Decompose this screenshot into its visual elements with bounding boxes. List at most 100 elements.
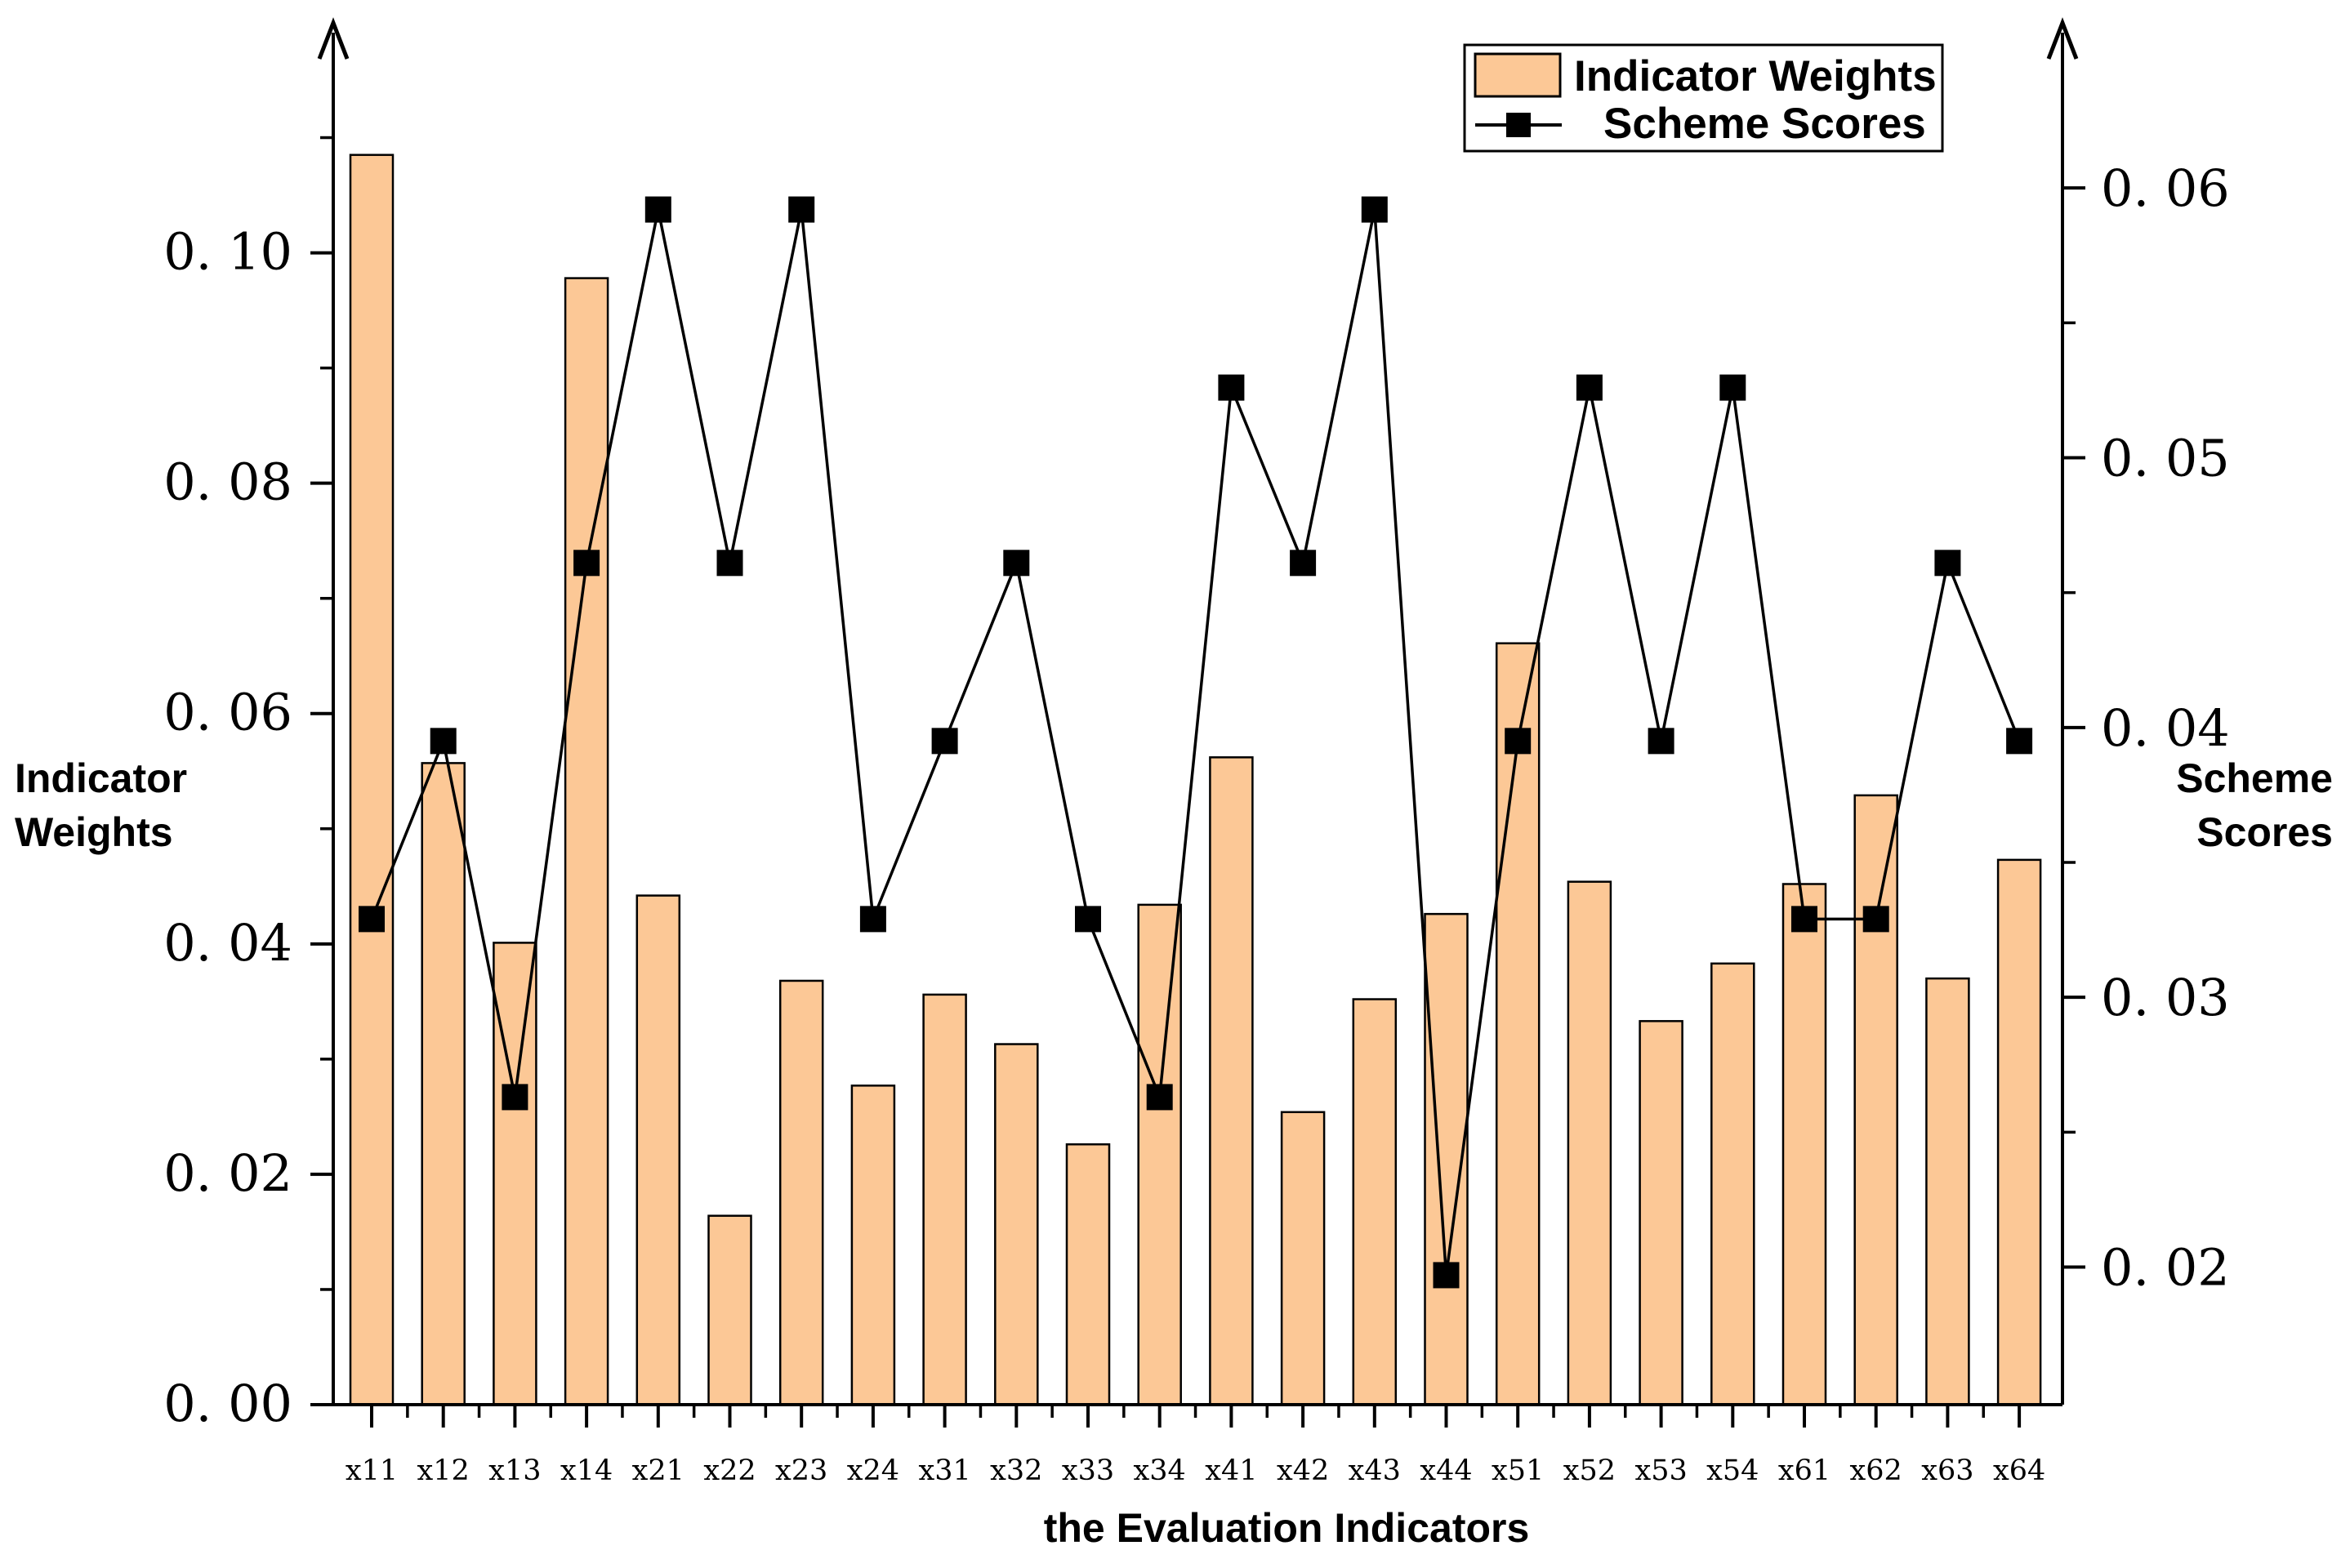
scores-line [370,209,2021,1276]
line-layer [359,196,2033,1289]
x-tick-label: x54 [1706,1454,1759,1487]
x-tick-label: x42 [1277,1454,1329,1487]
axes-layer [310,17,2085,1428]
y-tick-label: 0. 04 [163,913,292,973]
x-tick-label: x63 [1921,1454,1973,1487]
bar-x43 [1352,998,1398,1406]
x-tick-label: x41 [1205,1454,1257,1487]
bar-x31 [922,993,967,1406]
legend-marker-scores [1506,113,1531,137]
bar-x52 [1567,880,1612,1406]
bar-x34 [1137,903,1182,1406]
y-axis-title: Indicator [15,755,187,801]
bar-x62 [1853,794,1898,1406]
x-tick-label: x32 [990,1454,1042,1487]
x-tick-label: x33 [1062,1454,1114,1487]
score-marker-x23 [788,196,815,223]
score-marker-x11 [359,906,385,933]
x-tick-label: x44 [1420,1454,1472,1487]
bar-x44 [1424,912,1469,1406]
score-marker-x52 [1576,374,1603,401]
x-tick-label: x62 [1850,1454,1902,1487]
y2-tick-label: 0. 06 [2101,158,2230,218]
score-marker-x32 [1003,550,1030,577]
score-marker-x51 [1505,728,1532,755]
legend-label-scores: Scheme Scores [1603,100,1926,148]
score-marker-x42 [1290,550,1317,577]
bar-x54 [1710,962,1755,1406]
x-tick-label: x24 [847,1454,899,1487]
legend-swatch-weights [1474,52,1562,98]
x-tick-label: x52 [1563,1454,1616,1487]
y2-tick-label: 0. 05 [2101,428,2230,488]
score-marker-x53 [1648,728,1674,755]
bar-x32 [994,1043,1039,1406]
bar-x42 [1280,1111,1326,1406]
bar-x24 [850,1085,896,1406]
score-marker-x12 [430,728,457,755]
score-marker-x43 [1361,196,1388,223]
bar-x61 [1781,883,1827,1406]
bar-x11 [349,154,395,1406]
y2-tick-label: 0. 03 [2101,968,2230,1027]
x-tick-label: x51 [1492,1454,1544,1487]
score-marker-x61 [1791,906,1817,933]
y-tick-label: 0. 08 [163,452,292,512]
score-marker-x62 [1862,906,1889,933]
y2-tick-label: 0. 02 [2101,1238,2230,1298]
axis-labels-layer: 0. 00 0. 02 0. 04 0. 06 0. 08 0. 10 0. 02 0. 03… [15,158,2333,1551]
y-tick-label: 0. 00 [163,1374,292,1433]
bar-x53 [1639,1020,1683,1406]
x-tick-label: x22 [703,1454,756,1487]
x-tick-label: x11 [346,1454,398,1487]
y2-axis-title: Scheme [2176,755,2333,801]
score-marker-x34 [1146,1084,1173,1111]
bar-x23 [778,979,824,1406]
score-marker-x31 [931,728,958,755]
score-marker-x21 [644,196,671,223]
score-marker-x14 [573,550,600,577]
x-axis-title: the Evaluation Indicators [1044,1505,1530,1551]
y-axis-title: Weights [15,809,173,855]
x-tick-label: x31 [918,1454,970,1487]
score-marker-x54 [1719,374,1746,401]
legend: Indicator Weights Scheme Scores [1463,43,1944,153]
y2-tick-label: 0. 04 [2101,698,2230,758]
x-tick-label: x14 [560,1454,613,1487]
bar-x14 [564,277,609,1406]
y2-axis-arrow [2046,17,2079,60]
x-tick-label: x13 [488,1454,541,1487]
bar-x21 [635,894,681,1406]
x-tick-label: x12 [417,1454,470,1487]
x-tick-label: x64 [1993,1454,2045,1487]
y-tick-label: 0. 10 [163,222,292,282]
legend-label-weights: Indicator Weights [1574,52,1937,100]
bar-x64 [1996,858,2042,1406]
score-marker-x63 [1934,550,1961,577]
score-marker-x44 [1433,1262,1460,1289]
bar-x51 [1495,642,1541,1406]
x-tick-label: x61 [1778,1454,1831,1487]
bar-x13 [493,942,537,1406]
y2-axis-title: Scores [2196,809,2333,855]
score-marker-x64 [2006,728,2033,755]
x-tick-label: x43 [1349,1454,1401,1487]
score-marker-x33 [1075,906,1101,933]
y-tick-label: 0. 06 [163,683,292,742]
x-tick-label: x34 [1134,1454,1186,1487]
y-tick-label: 0. 02 [163,1143,292,1203]
x-tick-label: x23 [775,1454,827,1487]
score-marker-x24 [859,906,886,933]
score-marker-x13 [502,1084,528,1111]
x-tick-label: x21 [632,1454,684,1487]
y-axis-arrow [317,17,350,60]
bar-x41 [1209,756,1254,1406]
bar-x22 [707,1214,752,1406]
bar-x12 [421,762,466,1406]
bar-x63 [1925,977,1970,1406]
bar-x33 [1065,1143,1111,1406]
score-marker-x22 [716,550,743,577]
score-marker-x41 [1218,374,1245,401]
x-tick-label: x53 [1634,1454,1687,1487]
